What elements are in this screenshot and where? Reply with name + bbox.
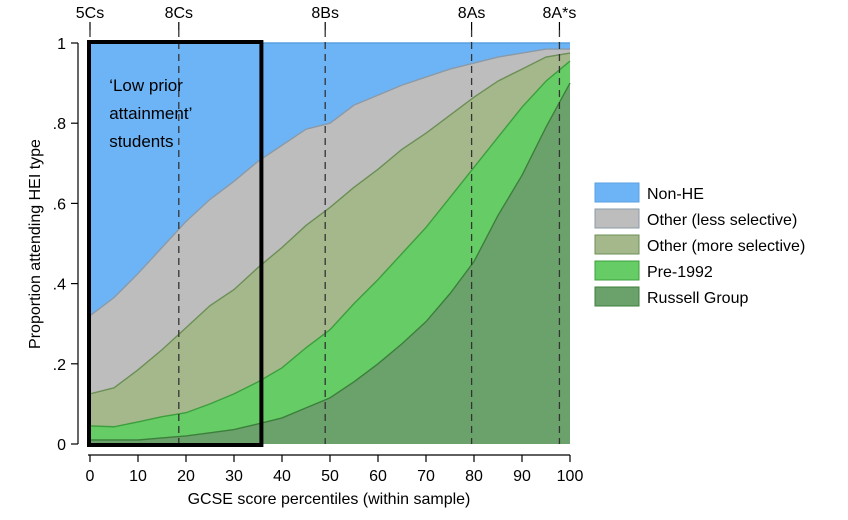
x-tick-label: 40 — [273, 468, 291, 485]
legend-swatch-pre-1992 — [594, 260, 640, 281]
y-tick-label: .4 — [53, 277, 66, 294]
x-tick-label: 70 — [417, 468, 435, 485]
x-tick-label: 0 — [86, 468, 95, 485]
legend-label-non-he: Non-HE — [647, 186, 704, 203]
refline-label-5cs: 5Cs — [76, 5, 104, 22]
y-ticks: 0 .2 .4 .6 .8 1 — [53, 36, 78, 454]
legend-label-other-less-selective: Other (less selective) — [647, 212, 797, 229]
legend-label-pre-1992: Pre-1992 — [647, 264, 713, 281]
legend-swatch-other-more-selective — [594, 234, 640, 255]
x-tick-label: 30 — [225, 468, 243, 485]
y-tick-label: 0 — [57, 437, 66, 454]
legend-swatch-russell-group — [594, 286, 640, 307]
line-pre-1992 — [89, 60, 571, 428]
stacked-areas — [89, 42, 571, 445]
y-axis-title: Proportion attending HEI type — [27, 139, 44, 349]
y-tick-label: .8 — [53, 116, 66, 133]
x-ticks: 0 10 20 30 40 50 60 70 80 90 100 — [86, 455, 584, 485]
x-tick-label: 10 — [129, 468, 147, 485]
legend: Non-HE Other (less selective) Other (more … — [594, 182, 805, 307]
annotation-line: attainment’ — [109, 104, 192, 123]
legend-label-other-more-selective: Other (more selective) — [647, 238, 805, 255]
axes — [77, 43, 570, 456]
refline-label-8cs: 8Cs — [165, 5, 193, 22]
line-russell-group — [90, 82, 571, 441]
refline-label-8as: 8As — [458, 5, 486, 22]
legend-label-russell-group: Russell Group — [647, 290, 748, 307]
annotation-line: ‘Low prior — [109, 76, 183, 95]
line-other-less-selective — [89, 48, 570, 317]
x-tick-label: 60 — [369, 468, 387, 485]
y-tick-label: .2 — [53, 357, 66, 374]
refline-label-8a-s: 8A*s — [543, 5, 577, 22]
low-attainment-box — [87, 40, 264, 447]
legend-swatch-non-he — [594, 182, 640, 203]
y-tick-label: .6 — [53, 196, 66, 213]
annotation-line: students — [109, 132, 173, 151]
x-tick-label: 100 — [557, 468, 584, 485]
x-tick-label: 80 — [465, 468, 483, 485]
x-tick-label: 50 — [321, 468, 339, 485]
area-russell-group — [90, 83, 570, 444]
x-tick-label: 90 — [513, 468, 531, 485]
x-tick-label: 20 — [177, 468, 195, 485]
x-axis-title: GCSE score percentiles (within sample) — [188, 491, 471, 508]
y-tick-label: 1 — [57, 36, 66, 53]
legend-swatch-other-less-selective — [594, 208, 640, 229]
line-other-more-selective — [89, 52, 571, 395]
annotation: ‘Low prior attainment’ students — [109, 76, 192, 151]
refline-label-8bs: 8Bs — [311, 5, 339, 22]
